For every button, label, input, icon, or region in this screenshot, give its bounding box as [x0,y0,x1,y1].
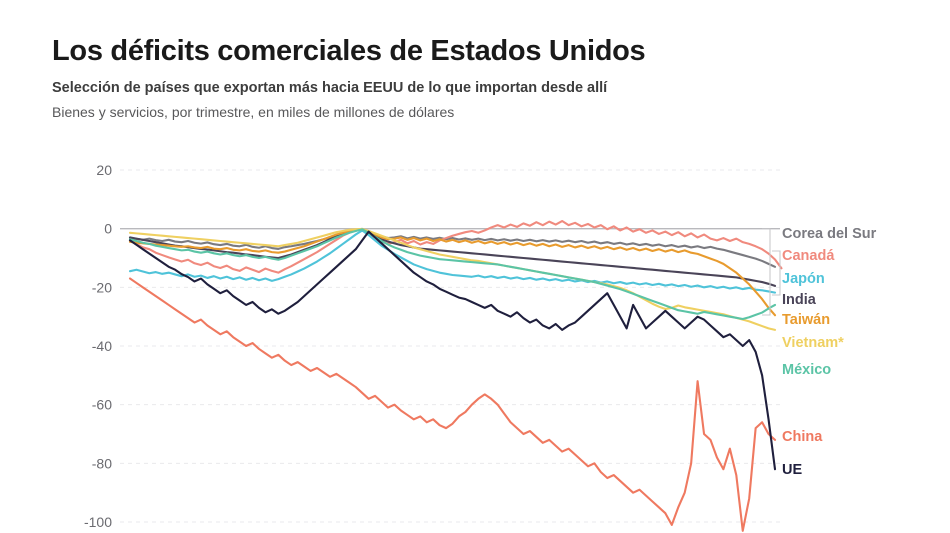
series-line-jap-n [128,229,777,294]
legend-leader-line [762,228,771,316]
y-axis-tick-label: -100 [84,514,112,530]
legend-item-canad[interactable]: Canadá [782,248,835,264]
series-line-canad [128,219,783,274]
gridlines [120,169,780,523]
series-line-vietnam [128,227,777,331]
y-axis-tick-label: 0 [104,221,112,237]
series-line-china [128,277,777,532]
y-axis-tick-label: -20 [92,279,112,295]
page-title: Los déficits comerciales de Estados Unid… [52,35,646,67]
series-line-m-xico [128,228,777,321]
series-line-taiw-n [128,228,777,317]
legend-item-vietnam[interactable]: Vietnam* [782,335,844,351]
y-axis-tick-labels: 20 0 -20 -40 -60 -80 -100 [84,162,112,530]
chart-subtitle: Selección de países que exportan más hac… [52,80,608,96]
legend-item-jap-n[interactable]: Japón [782,271,825,287]
series-lines [128,219,783,532]
y-axis-tick-label: -80 [92,455,112,471]
legend-item-ue[interactable]: UE [782,462,803,478]
y-axis-tick-label: -40 [92,338,112,354]
legend-item-taiw-n[interactable]: Taiwán [782,312,831,328]
chart-legend: Corea del Sur Canadá Japón India Taiwán Vietn… [782,0,950,533]
legend-item-corea-del-sur[interactable]: Corea del Sur [782,226,877,242]
series-line-corea-del-sur [128,228,777,268]
y-axis-tick-label: -60 [92,397,112,413]
legend-item-china[interactable]: China [782,429,823,445]
legend-leader-lines [762,228,781,316]
legend-item-india[interactable]: India [782,292,816,308]
chart-header: Los déficits comerciales de Estados Unid… [52,34,852,122]
series-line-india [128,227,777,287]
chart-units-label: Bienes y servicios, por trimestre, en mi… [52,104,455,120]
series-line-ue [128,230,777,471]
legend-leader-line [772,250,781,296]
legend-item-m-xico[interactable]: México [782,362,832,378]
y-axis-tick-label: 20 [96,162,112,178]
